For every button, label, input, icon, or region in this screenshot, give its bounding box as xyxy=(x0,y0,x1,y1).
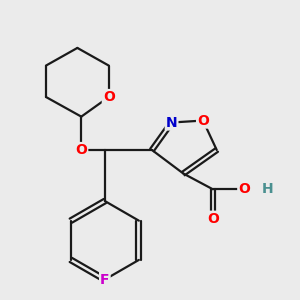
Text: F: F xyxy=(100,273,110,286)
Text: O: O xyxy=(75,143,87,157)
Text: H: H xyxy=(262,182,274,196)
Text: N: N xyxy=(166,116,177,130)
Text: O: O xyxy=(207,212,219,226)
Text: O: O xyxy=(238,182,250,196)
Text: O: O xyxy=(103,90,115,104)
Text: O: O xyxy=(197,114,209,128)
